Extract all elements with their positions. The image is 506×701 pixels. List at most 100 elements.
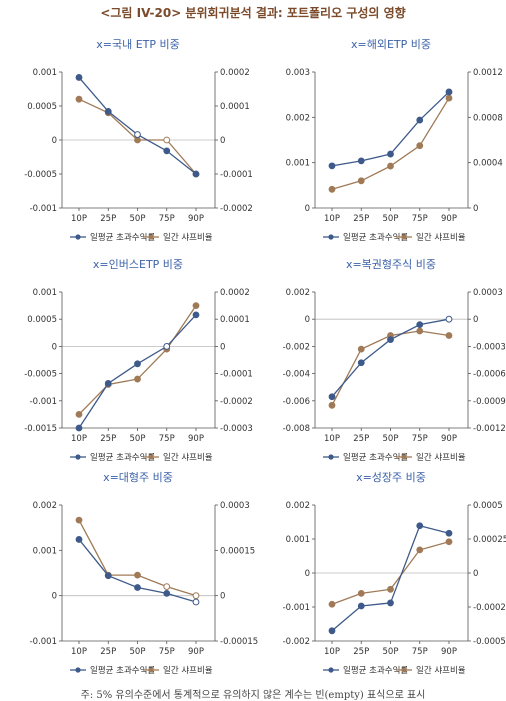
series-line-excess-return (331, 318, 450, 398)
left-tick-label: -0.006 (283, 397, 310, 407)
legend-swatch-marker (75, 234, 81, 240)
point-sharpe (445, 94, 453, 102)
right-tick-label: 0 (473, 569, 478, 579)
x-tick-label: 50P (130, 434, 146, 444)
left-tick-label: -0.001 (30, 637, 57, 647)
point-sharpe (134, 136, 141, 144)
right-tick-label: 0 (220, 342, 225, 352)
legend-swatch-marker (401, 454, 407, 460)
right-tick-label: -0.0002 (220, 397, 253, 407)
x-tick-label: 75P (412, 647, 428, 657)
right-tick-label: 0.0008 (473, 113, 503, 123)
chart-title: x=성장주 비중 (356, 471, 426, 484)
left-tick-label: -0.0015 (24, 424, 57, 434)
right-tick-label: -0.00025 (473, 603, 506, 613)
x-tick-label: 10P (324, 647, 340, 657)
right-tick-label: -0.0002 (220, 204, 253, 214)
right-tick-label: 0.0001 (220, 102, 250, 112)
left-tick-label: -0.004 (283, 370, 310, 380)
right-tick-label: -0.0003 (220, 424, 253, 434)
series-line-excess-return (78, 539, 197, 603)
point-sharpe (328, 185, 336, 193)
right-tick-label: -0.0003 (473, 342, 506, 352)
right-tick-label: -0.0001 (220, 170, 253, 180)
right-tick-label: 0.0004 (473, 159, 503, 169)
x-tick-label: 75P (159, 434, 175, 444)
point-sharpe (75, 411, 83, 418)
left-tick-label: -0.001 (30, 397, 57, 407)
legend-label: 일평균 초과수익률 (90, 665, 155, 676)
point-excess-return (445, 529, 453, 537)
left-tick-label: -0.002 (283, 342, 310, 352)
x-tick-label: 10P (71, 647, 87, 657)
right-tick-label: 0.0005 (473, 501, 503, 511)
chart-title: x=인버스ETP 비중 (93, 258, 183, 271)
x-tick-label: 10P (324, 214, 340, 224)
point-excess-return (328, 627, 336, 635)
point-excess-return (328, 162, 336, 170)
point-sharpe (357, 177, 365, 185)
legend-swatch-marker (328, 234, 334, 240)
legend-swatch-marker (401, 234, 407, 240)
left-tick-label: 0.0005 (27, 315, 57, 325)
left-tick-label: -0.001 (30, 204, 57, 214)
legend-label: 일평균 초과수익률 (90, 232, 155, 243)
point-excess-return (445, 315, 453, 323)
left-tick-label: 0 (52, 592, 57, 602)
legend-label: 일간 샤프비율 (163, 452, 213, 463)
series-line-excess-return (331, 524, 450, 632)
point-sharpe (328, 600, 336, 608)
x-tick-label: 75P (412, 214, 428, 224)
point-sharpe (387, 585, 394, 593)
point-excess-return (387, 599, 394, 607)
right-tick-label: 0.0002 (220, 68, 250, 78)
chart-svg: x=대형주 비중 0.002 0.001 0 -0.001 0.0003 0.00015 0 -… (30, 471, 259, 676)
right-tick-label: 0.0003 (220, 501, 250, 511)
point-excess-return (134, 584, 141, 591)
point-excess-return (104, 572, 112, 580)
x-tick-label: 90P (441, 214, 457, 224)
x-tick-label: 25P (100, 434, 116, 444)
x-tick-label: 90P (188, 214, 204, 224)
left-tick-label: 0.0005 (27, 102, 57, 112)
point-sharpe (387, 162, 394, 170)
point-excess-return (163, 147, 171, 155)
legend-label: 일간 샤프비율 (416, 665, 466, 676)
point-sharpe (328, 401, 336, 409)
point-sharpe (445, 332, 453, 339)
series-line-sharpe (331, 97, 450, 190)
point-excess-return (192, 311, 200, 319)
left-tick-label: 0 (52, 136, 57, 146)
left-tick-label: 0.002 (33, 501, 57, 511)
left-tick-label: 0.001 (33, 546, 57, 556)
right-tick-label: -0.0006 (473, 370, 506, 380)
chart-title: x=국내 ETP 비중 (96, 38, 180, 51)
point-excess-return (416, 321, 424, 329)
legend-label: 일간 샤프비율 (416, 232, 466, 243)
legend-label: 일평균 초과수익률 (343, 232, 408, 243)
point-sharpe (416, 546, 424, 554)
right-tick-label: 0.0002 (220, 288, 250, 298)
legend-swatch-marker (148, 454, 154, 460)
left-tick-label: 0 (305, 315, 310, 325)
legend-swatch-marker (75, 454, 81, 460)
point-sharpe (357, 345, 365, 353)
chart-title: x=대형주 비중 (103, 471, 173, 484)
chart-title: x=해외ETP 비중 (351, 37, 431, 51)
point-sharpe (416, 327, 424, 335)
legend-label: 일간 샤프비율 (163, 665, 213, 676)
x-tick-label: 90P (188, 647, 204, 657)
chart-svg: x=성장주 비중 0.002 0.001 0 -0.001 -0.002 0.0005 0.0… (283, 471, 506, 676)
right-tick-label: 0.00015 (220, 546, 255, 556)
chart-panel-large-cap: x=대형주 비중 0.002 0.001 0 -0.001 0.0003 0.00015 0 -… (0, 465, 259, 687)
x-tick-label: 25P (353, 214, 369, 224)
point-excess-return (163, 589, 171, 597)
point-excess-return (445, 88, 453, 96)
right-tick-label: 0.00025 (473, 535, 506, 545)
point-sharpe (163, 583, 171, 590)
x-tick-label: 90P (441, 647, 457, 657)
x-tick-label: 10P (71, 434, 87, 444)
point-excess-return (75, 424, 83, 432)
chart-svg: x=해외ETP 비중 0.003 0.002 0.001 0 0.0012 0.0008 0.… (286, 37, 503, 243)
right-tick-label: 0 (220, 136, 225, 146)
